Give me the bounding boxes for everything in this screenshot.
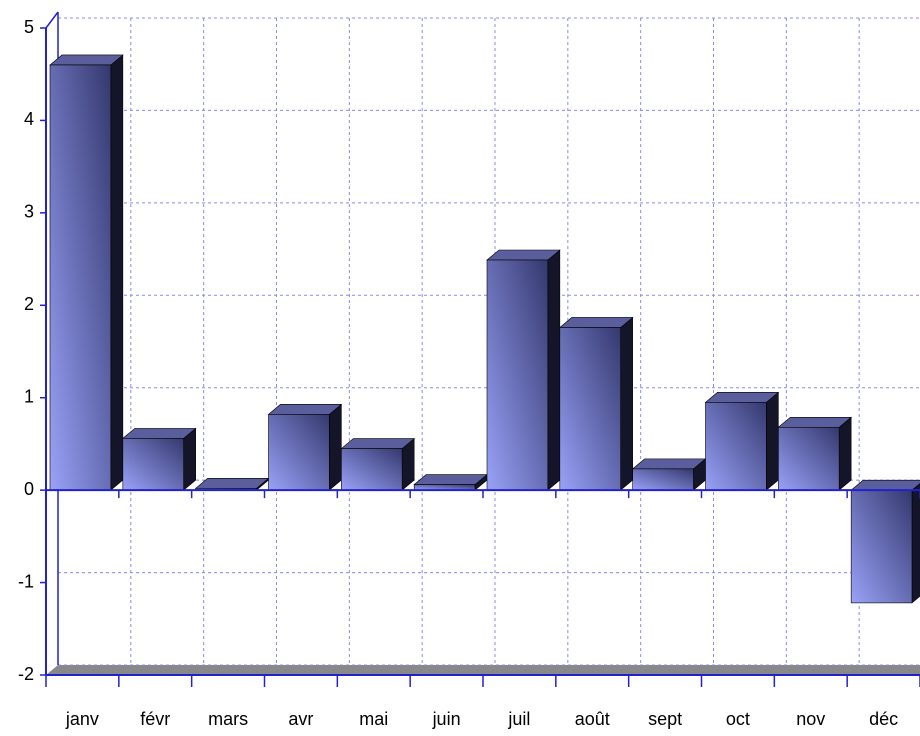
bar-front: [559, 327, 621, 491]
bar-top: [559, 317, 634, 328]
y-tick-label: 1: [24, 386, 34, 406]
bar: [267, 403, 343, 491]
y-tick-label: 0: [24, 479, 34, 499]
bar-front: [49, 64, 112, 491]
bar: [850, 479, 920, 604]
x-tick-label: nov: [796, 709, 825, 729]
x-tick-label: mars: [208, 709, 248, 729]
y-tick-label: -2: [18, 664, 34, 684]
bar-front: [486, 259, 549, 491]
bar-side: [911, 483, 920, 604]
bar-top: [340, 438, 415, 449]
bar-front: [122, 438, 184, 491]
bar: [194, 477, 270, 491]
bar-side: [183, 427, 196, 491]
y-tick-label: 4: [24, 109, 34, 129]
x-tick-label: déc: [869, 709, 898, 729]
bar-side: [110, 54, 124, 491]
bar-top: [122, 428, 197, 439]
bar: [340, 437, 415, 491]
bar-top: [413, 474, 488, 485]
floor: [46, 665, 920, 675]
x-tick-label: mai: [359, 709, 388, 729]
bar: [631, 458, 707, 491]
x-tick-label: avr: [288, 709, 313, 729]
y-tick-label: 5: [24, 17, 34, 37]
x-tick-label: juil: [507, 709, 530, 729]
bar-side: [838, 416, 852, 491]
x-tick-label: juin: [432, 709, 461, 729]
bar-side: [766, 391, 779, 491]
bar-front: [705, 402, 767, 491]
y-tick-label: 2: [24, 294, 34, 314]
bar-top: [267, 404, 343, 415]
bar-top: [194, 477, 270, 489]
bar-top: [850, 479, 920, 491]
x-tick-label: oct: [726, 709, 750, 729]
x-tick-label: févr: [140, 709, 170, 729]
bar: [122, 427, 197, 491]
bar-front: [850, 489, 913, 604]
bar: [777, 416, 852, 491]
x-tick-label: août: [575, 709, 610, 729]
bar-front: [341, 448, 403, 491]
y-tick-label: -1: [18, 571, 34, 591]
x-tick-label: janv: [65, 709, 99, 729]
x-tick-label: sept: [648, 709, 682, 729]
bar: [413, 473, 488, 491]
bar-top: [631, 458, 707, 470]
axis-depth: [45, 11, 59, 29]
bar-top: [49, 54, 124, 66]
bar-front: [778, 426, 840, 491]
bar: [486, 249, 561, 491]
bar: [559, 316, 634, 491]
bar: [704, 391, 780, 491]
bar-top: [486, 249, 561, 261]
bar-front: [632, 468, 694, 491]
bar-front: [268, 414, 330, 491]
bar-top: [704, 392, 780, 403]
bar-side: [620, 316, 633, 491]
bar-side: [329, 403, 342, 491]
bar-side: [547, 249, 561, 491]
y-tick-label: 3: [24, 202, 34, 222]
bar: [49, 54, 124, 491]
bar-top: [777, 416, 852, 428]
